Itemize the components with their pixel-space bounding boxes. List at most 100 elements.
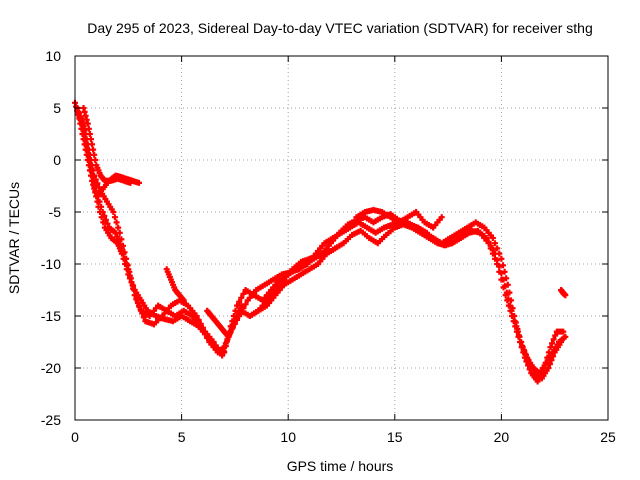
data-point bbox=[494, 245, 501, 252]
data-point bbox=[541, 365, 548, 371]
data-series bbox=[72, 99, 569, 385]
data-point bbox=[94, 180, 101, 187]
data-point bbox=[534, 378, 541, 385]
data-point bbox=[98, 203, 105, 210]
y-tick-label: -25 bbox=[41, 412, 61, 428]
data-point bbox=[496, 268, 503, 275]
data-point bbox=[487, 245, 494, 252]
data-point bbox=[562, 333, 569, 340]
data-point bbox=[126, 268, 133, 275]
data-point bbox=[114, 233, 121, 240]
data-point bbox=[135, 302, 142, 309]
data-point bbox=[550, 353, 557, 360]
data-point bbox=[95, 184, 102, 191]
series-track-8 bbox=[246, 245, 339, 319]
x-tick-label: 5 bbox=[178, 429, 186, 445]
y-tick-label: -10 bbox=[41, 256, 61, 272]
data-point bbox=[536, 375, 543, 382]
data-point bbox=[504, 297, 511, 304]
data-point bbox=[99, 209, 106, 215]
data-point bbox=[552, 332, 559, 339]
data-point bbox=[518, 344, 525, 351]
y-tick-label: -15 bbox=[41, 308, 61, 324]
plot-border bbox=[74, 55, 609, 421]
data-point bbox=[118, 236, 125, 243]
series-track-2 bbox=[74, 105, 569, 377]
data-point bbox=[545, 349, 552, 356]
data-point bbox=[494, 261, 501, 267]
data-point bbox=[92, 157, 99, 163]
data-point bbox=[526, 366, 533, 373]
data-point bbox=[127, 179, 134, 186]
data-point bbox=[562, 292, 569, 299]
data-point bbox=[502, 292, 509, 299]
data-point bbox=[119, 242, 126, 249]
data-point bbox=[512, 323, 519, 330]
data-point bbox=[521, 354, 528, 361]
data-point bbox=[137, 306, 144, 313]
data-point bbox=[492, 255, 499, 262]
data-point bbox=[236, 298, 243, 305]
data-point bbox=[438, 214, 445, 221]
data-point bbox=[180, 297, 187, 304]
data-point bbox=[123, 255, 130, 262]
data-point bbox=[548, 357, 555, 364]
series-track-5 bbox=[80, 105, 134, 186]
data-point bbox=[116, 229, 123, 236]
data-point bbox=[498, 276, 505, 283]
data-point bbox=[111, 214, 118, 221]
data-point bbox=[500, 284, 507, 291]
data-point bbox=[104, 220, 111, 227]
data-point bbox=[220, 347, 227, 354]
data-point bbox=[547, 344, 554, 351]
data-point bbox=[544, 354, 551, 361]
data-point bbox=[131, 287, 138, 293]
data-point bbox=[91, 151, 98, 158]
data-point bbox=[507, 307, 514, 314]
data-point bbox=[509, 313, 516, 319]
data-point bbox=[510, 318, 517, 325]
data-point bbox=[135, 179, 142, 186]
x-tick-label: 20 bbox=[494, 429, 510, 445]
x-axis-label: GPS time / hours bbox=[287, 458, 394, 474]
x-tick-label: 25 bbox=[600, 429, 616, 445]
series-track-4 bbox=[78, 115, 567, 385]
data-point bbox=[520, 349, 527, 356]
data-point bbox=[525, 362, 532, 369]
series-track-7 bbox=[204, 302, 245, 340]
axes bbox=[74, 55, 609, 421]
y-tick-label: 10 bbox=[45, 48, 61, 64]
series-track-6 bbox=[163, 266, 187, 304]
x-tick-label: 0 bbox=[71, 429, 79, 445]
data-point bbox=[219, 352, 226, 359]
data-point bbox=[223, 338, 230, 345]
data-point bbox=[515, 333, 522, 340]
data-point bbox=[94, 193, 101, 200]
data-point bbox=[90, 167, 97, 174]
data-point bbox=[86, 131, 93, 137]
y-tick-label: -20 bbox=[41, 360, 61, 376]
data-point bbox=[195, 316, 202, 323]
data-point bbox=[558, 339, 565, 345]
data-point bbox=[238, 294, 245, 301]
data-point bbox=[216, 349, 223, 356]
data-point bbox=[214, 345, 221, 352]
data-point bbox=[499, 262, 506, 269]
data-point bbox=[89, 141, 96, 148]
y-tick-label: 0 bbox=[53, 152, 61, 168]
data-point bbox=[124, 262, 131, 269]
data-point bbox=[505, 302, 512, 309]
data-point bbox=[523, 358, 530, 365]
data-point bbox=[140, 314, 147, 321]
data-point bbox=[517, 339, 524, 345]
data-point bbox=[332, 245, 339, 252]
data-point bbox=[84, 120, 91, 127]
data-point bbox=[193, 313, 200, 319]
data-point bbox=[132, 292, 139, 299]
data-point bbox=[96, 198, 103, 205]
data-point bbox=[113, 219, 120, 226]
data-point bbox=[240, 290, 247, 297]
data-point bbox=[242, 301, 249, 308]
data-point bbox=[197, 320, 204, 327]
